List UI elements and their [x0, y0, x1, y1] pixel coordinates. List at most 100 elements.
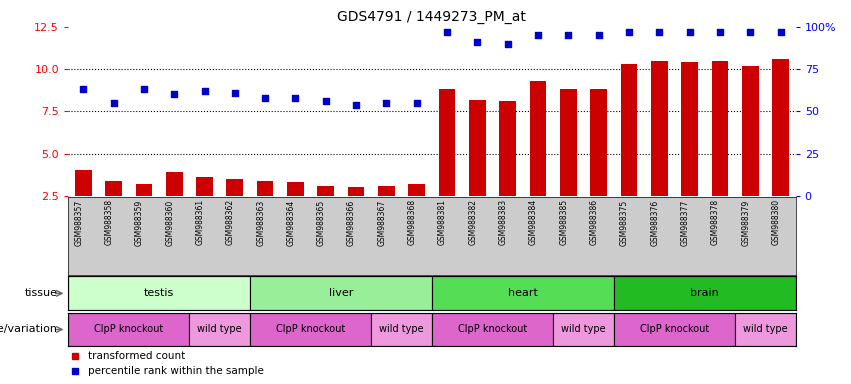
Text: transformed count: transformed count [89, 351, 186, 361]
Point [562, 32, 575, 38]
Bar [68, 313, 189, 346]
Point [440, 29, 454, 35]
Text: ClpP knockout: ClpP knockout [458, 324, 527, 334]
Point [410, 100, 424, 106]
Text: heart: heart [508, 288, 538, 298]
Text: GSM988362: GSM988362 [226, 199, 235, 245]
Bar [651, 61, 667, 196]
Text: GSM988363: GSM988363 [256, 199, 266, 246]
Text: tissue: tissue [25, 288, 58, 298]
Bar [439, 89, 455, 196]
Text: ClpP knockout: ClpP knockout [94, 324, 163, 334]
Bar [735, 313, 796, 346]
Text: wild type: wild type [743, 324, 788, 334]
Text: GSM988361: GSM988361 [196, 199, 204, 245]
Bar [250, 276, 431, 310]
Text: GSM988360: GSM988360 [165, 199, 174, 246]
Text: GSM988359: GSM988359 [134, 199, 144, 246]
Point [197, 88, 211, 94]
Text: GSM988368: GSM988368 [408, 199, 417, 245]
Text: GSM988378: GSM988378 [711, 199, 720, 245]
Point [683, 29, 696, 35]
Bar [317, 186, 334, 196]
Title: GDS4791 / 1449273_PM_at: GDS4791 / 1449273_PM_at [338, 10, 526, 25]
Text: liver: liver [328, 288, 353, 298]
Bar [500, 101, 516, 196]
Bar [431, 276, 614, 310]
Text: percentile rank within the sample: percentile rank within the sample [89, 366, 264, 376]
Text: GSM988357: GSM988357 [74, 199, 83, 246]
Text: GSM988384: GSM988384 [529, 199, 538, 245]
Text: GSM988383: GSM988383 [499, 199, 508, 245]
Bar [742, 66, 758, 196]
Text: GSM988366: GSM988366 [347, 199, 356, 246]
Point [622, 29, 636, 35]
Bar [682, 62, 698, 196]
Text: GSM988365: GSM988365 [317, 199, 326, 246]
Text: GSM988377: GSM988377 [681, 199, 689, 246]
Bar [431, 313, 553, 346]
Bar [560, 89, 577, 196]
Text: ClpP knockout: ClpP knockout [640, 324, 709, 334]
Text: genotype/variation: genotype/variation [0, 324, 58, 334]
Bar [378, 186, 395, 196]
Text: GSM988358: GSM988358 [105, 199, 113, 245]
Point [531, 32, 545, 38]
Point [106, 100, 120, 106]
Text: wild type: wild type [561, 324, 606, 334]
Bar [197, 177, 213, 196]
Bar [614, 276, 796, 310]
Point [744, 29, 757, 35]
Text: testis: testis [144, 288, 174, 298]
Text: GSM988380: GSM988380 [772, 199, 780, 245]
Point [501, 41, 515, 47]
Bar [408, 184, 425, 196]
Point [774, 29, 787, 35]
Bar [75, 170, 92, 196]
Bar [166, 172, 182, 196]
Text: GSM988379: GSM988379 [741, 199, 751, 246]
Bar [189, 313, 250, 346]
Point [228, 90, 242, 96]
Point [288, 95, 302, 101]
Bar [469, 99, 486, 196]
Point [349, 101, 363, 108]
Text: GSM988386: GSM988386 [590, 199, 598, 245]
Text: GSM988376: GSM988376 [650, 199, 660, 246]
Point [137, 86, 151, 93]
Bar [250, 313, 371, 346]
Bar [772, 59, 789, 196]
Point [380, 100, 393, 106]
Bar [106, 180, 122, 196]
Bar [553, 313, 614, 346]
Bar [529, 81, 546, 196]
Text: GSM988381: GSM988381 [438, 199, 447, 245]
Bar [287, 182, 304, 196]
Bar [348, 187, 364, 196]
Bar [371, 313, 431, 346]
Point [591, 32, 605, 38]
Point [319, 98, 333, 104]
Point [471, 39, 484, 45]
Text: GSM988367: GSM988367 [377, 199, 386, 246]
Text: wild type: wild type [380, 324, 424, 334]
Bar [257, 180, 273, 196]
Text: GSM988385: GSM988385 [559, 199, 568, 245]
Bar [620, 64, 637, 196]
Point [653, 29, 666, 35]
Text: brain: brain [690, 288, 719, 298]
Bar [711, 61, 728, 196]
Text: GSM988382: GSM988382 [468, 199, 477, 245]
Text: GSM988364: GSM988364 [287, 199, 295, 246]
Text: wild type: wild type [197, 324, 242, 334]
Point [259, 95, 272, 101]
Point [77, 86, 90, 93]
Point [168, 91, 181, 98]
Bar [226, 179, 243, 196]
Bar [68, 276, 250, 310]
Text: GSM988375: GSM988375 [620, 199, 629, 246]
Bar [591, 89, 607, 196]
Point [713, 29, 727, 35]
Text: ClpP knockout: ClpP knockout [276, 324, 346, 334]
Bar [135, 184, 152, 196]
